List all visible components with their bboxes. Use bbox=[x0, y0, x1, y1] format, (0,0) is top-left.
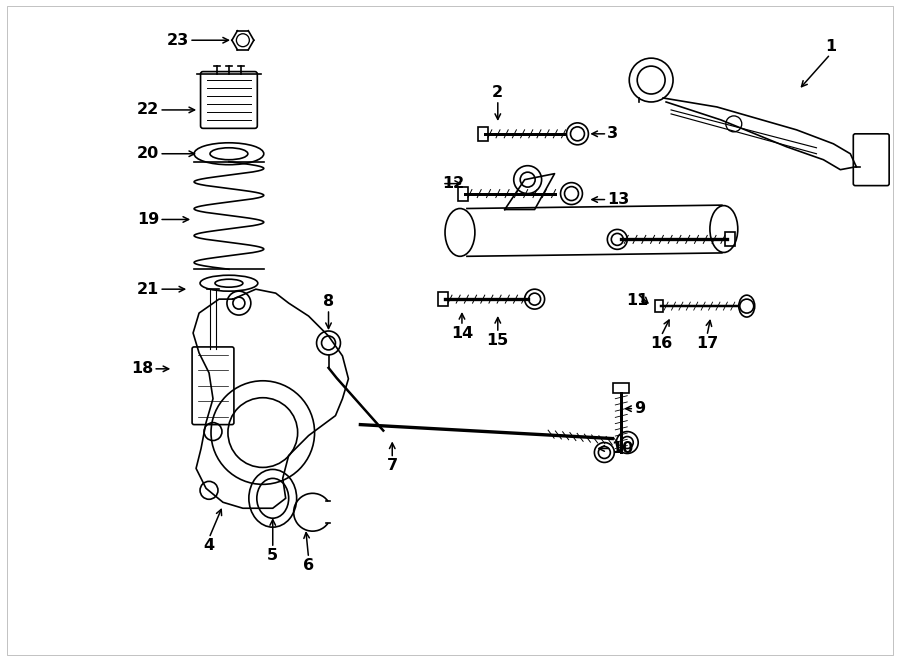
Text: 14: 14 bbox=[451, 326, 473, 341]
Text: 17: 17 bbox=[696, 336, 718, 351]
Text: 1: 1 bbox=[824, 39, 836, 54]
Text: 19: 19 bbox=[137, 212, 159, 227]
Text: 22: 22 bbox=[137, 102, 159, 118]
Text: 23: 23 bbox=[166, 33, 189, 48]
Text: 18: 18 bbox=[131, 362, 153, 376]
Text: 7: 7 bbox=[387, 459, 398, 473]
Text: 20: 20 bbox=[137, 146, 159, 161]
Text: 2: 2 bbox=[492, 85, 503, 100]
Text: 11: 11 bbox=[626, 293, 648, 308]
Text: 21: 21 bbox=[137, 282, 159, 297]
Text: 16: 16 bbox=[650, 336, 672, 351]
Text: 10: 10 bbox=[611, 441, 634, 456]
Text: 12: 12 bbox=[442, 176, 464, 191]
Text: 5: 5 bbox=[267, 548, 278, 563]
Text: 3: 3 bbox=[608, 126, 618, 141]
Text: 6: 6 bbox=[303, 558, 314, 573]
Text: 8: 8 bbox=[323, 294, 334, 309]
Text: 9: 9 bbox=[634, 401, 645, 416]
Text: 15: 15 bbox=[487, 333, 508, 348]
Text: 13: 13 bbox=[608, 192, 630, 207]
Text: 4: 4 bbox=[203, 538, 214, 553]
